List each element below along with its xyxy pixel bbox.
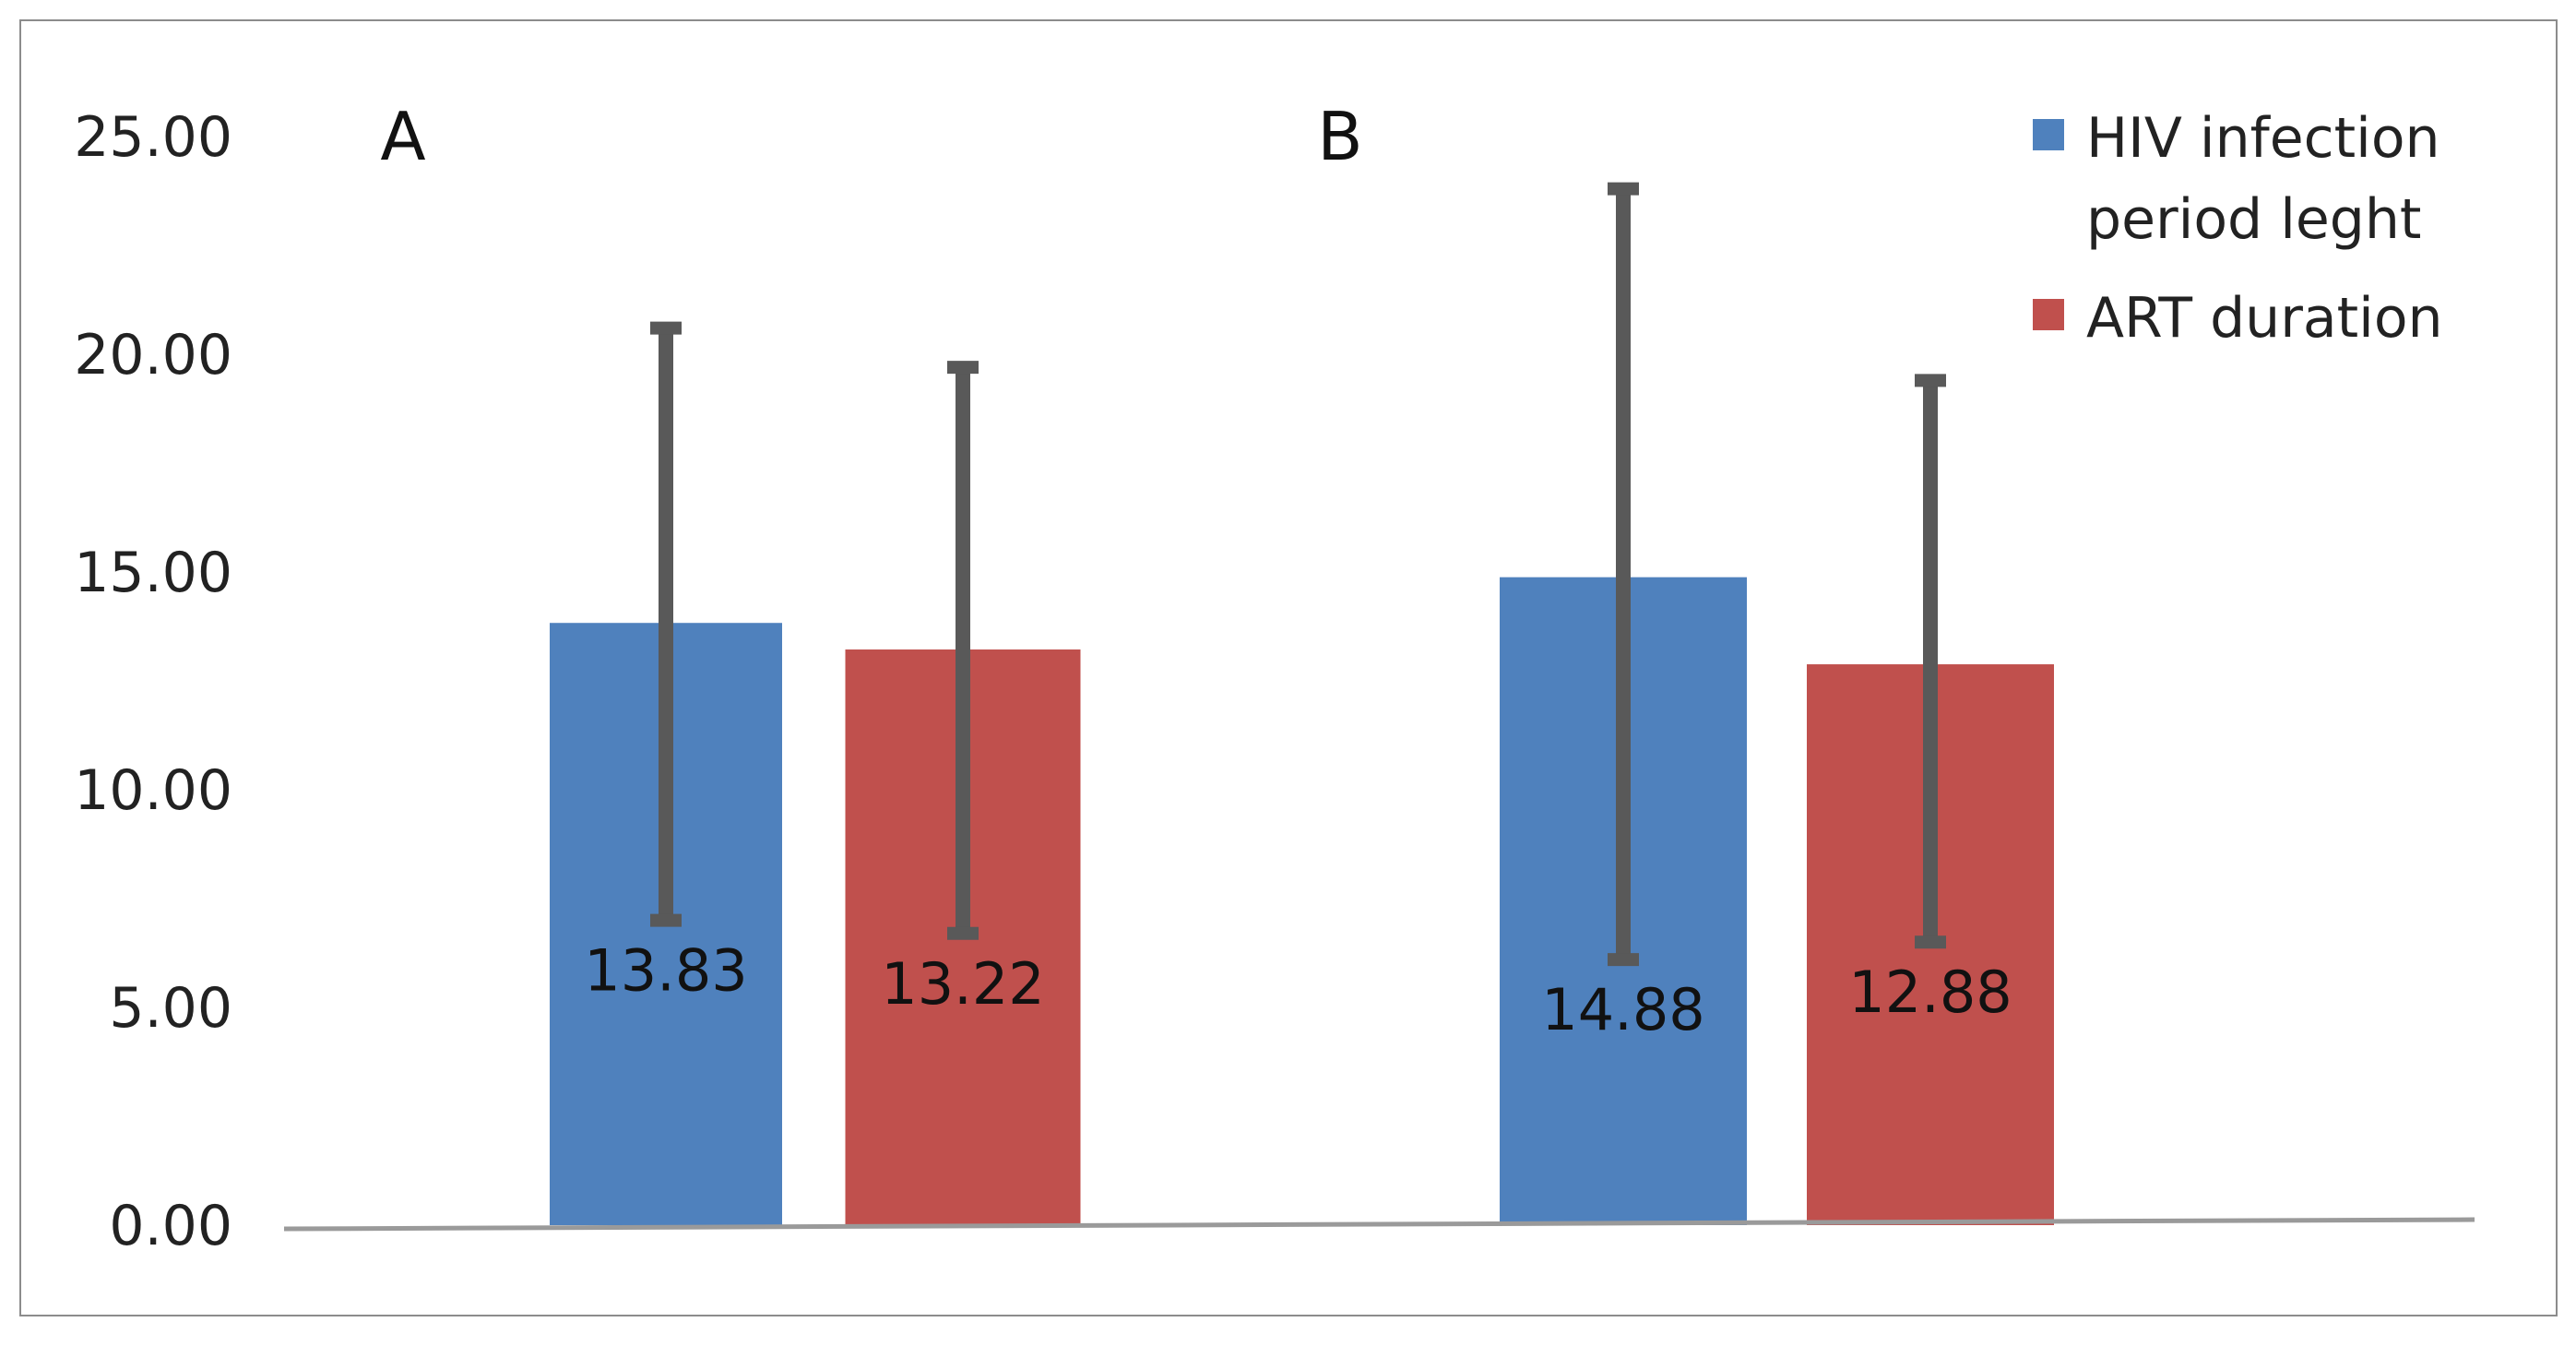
- x-axis-line: [283, 1217, 2475, 1232]
- panel-label-B: B: [1317, 98, 1362, 175]
- data-label-A-0: 13.83: [584, 937, 748, 1005]
- data-label-B-0: 14.88: [1541, 976, 1705, 1043]
- legend: HIV infection period leght ART duration: [2033, 106, 2443, 351]
- y-tick-label-1: 5.00: [109, 976, 232, 1041]
- legend-label-0-1: period leght: [2086, 187, 2421, 252]
- error-bars: [650, 182, 1946, 967]
- y-tick-label-0: 0.00: [109, 1194, 232, 1258]
- legend-label-0-0: HIV infection: [2086, 106, 2440, 171]
- legend-label-1-0: ART duration: [2086, 286, 2443, 351]
- legend-swatch-0: [2033, 119, 2064, 150]
- data-label-B-1: 12.88: [1848, 959, 2012, 1026]
- y-tick-label-5: 25.00: [74, 105, 232, 170]
- data-labels: 13.83 13.22 14.88 12.88: [584, 937, 2012, 1043]
- y-axis-ticks: 0.00 5.00 10.00 15.00 20.00 25.00: [74, 105, 232, 1258]
- legend-swatch-1: [2033, 299, 2064, 330]
- y-tick-label-4: 20.00: [74, 323, 232, 387]
- chart-border: [19, 19, 2558, 1316]
- y-tick-label-3: 15.00: [74, 541, 232, 605]
- panel-label-A: A: [380, 98, 425, 175]
- data-label-A-1: 13.22: [881, 950, 1045, 1018]
- y-tick-label-2: 10.00: [74, 758, 232, 823]
